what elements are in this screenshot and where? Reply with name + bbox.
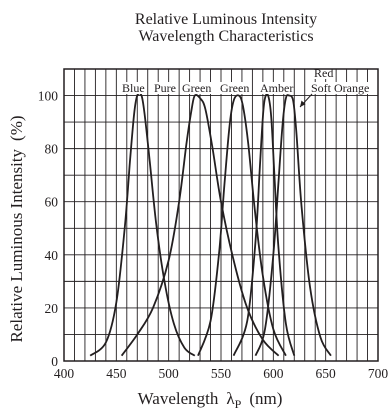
chart-title-line-1: Relative Luminous Intensity (135, 11, 317, 28)
y-tick-label: 40 (45, 248, 59, 263)
series-label-bg (219, 82, 249, 94)
x-tick-label: 400 (54, 366, 75, 381)
grid-lines (64, 69, 378, 361)
series-green-line (197, 94, 287, 357)
y-axis-label-unit: (%) (7, 115, 26, 140)
chart-title: Relative Luminous Intensity Wavelength C… (135, 11, 317, 45)
y-tick-label: 60 (45, 195, 59, 210)
red-label-arrowhead (300, 100, 306, 107)
y-tick-label: 80 (45, 142, 59, 157)
y-axis-label: Relative Luminous Intensity (%) (7, 115, 26, 342)
y-tick-label: 20 (45, 301, 59, 316)
x-axis-label-text: Wavelength (138, 389, 219, 408)
y-tick-labels: 0 20 40 60 80 100 (38, 89, 59, 369)
x-tick-labels: 400 450 500 550 600 650 700 (54, 366, 389, 381)
series-label: Green (220, 81, 249, 95)
series-label-bg (310, 82, 374, 94)
chart-title-line-2: Wavelength Characteristics (138, 28, 313, 45)
series-blue-line (89, 92, 196, 357)
series-red-line (254, 94, 332, 357)
series-label-bg (181, 82, 211, 94)
x-axis-label: Wavelength λP (nm) (138, 389, 283, 411)
x-tick-label: 700 (368, 366, 389, 381)
series-label-bg (313, 67, 332, 79)
series-label: Pure (154, 81, 176, 95)
series-label: Red (314, 66, 333, 80)
series-label: Green (182, 81, 211, 95)
plot-frame (63, 68, 379, 362)
series-label-bg (121, 82, 146, 94)
x-tick-label: 650 (316, 366, 337, 381)
x-tick-label: 600 (263, 366, 284, 381)
y-axis-label-text: Relative Luminous Intensity (7, 148, 26, 342)
series-curves (89, 92, 332, 357)
series-label: Soft Orange (311, 81, 369, 95)
x-tick-label: 550 (211, 366, 232, 381)
series-label: Blue (122, 81, 145, 95)
x-axis-label-unit: (nm) (249, 389, 282, 408)
series-label-bg (153, 82, 178, 94)
y-tick-label: 0 (51, 354, 58, 369)
x-tick-label: 450 (106, 366, 127, 381)
x-axis-label-subscript: P (235, 397, 242, 411)
x-tick-label: 500 (159, 366, 180, 381)
y-tick-label: 100 (38, 89, 59, 104)
series-amber-line (232, 93, 296, 357)
series-label-bg (259, 82, 289, 94)
series-label: Amber (260, 81, 293, 95)
series-pure-green-line (120, 94, 280, 357)
x-axis-label-symbol: λ (226, 389, 235, 408)
